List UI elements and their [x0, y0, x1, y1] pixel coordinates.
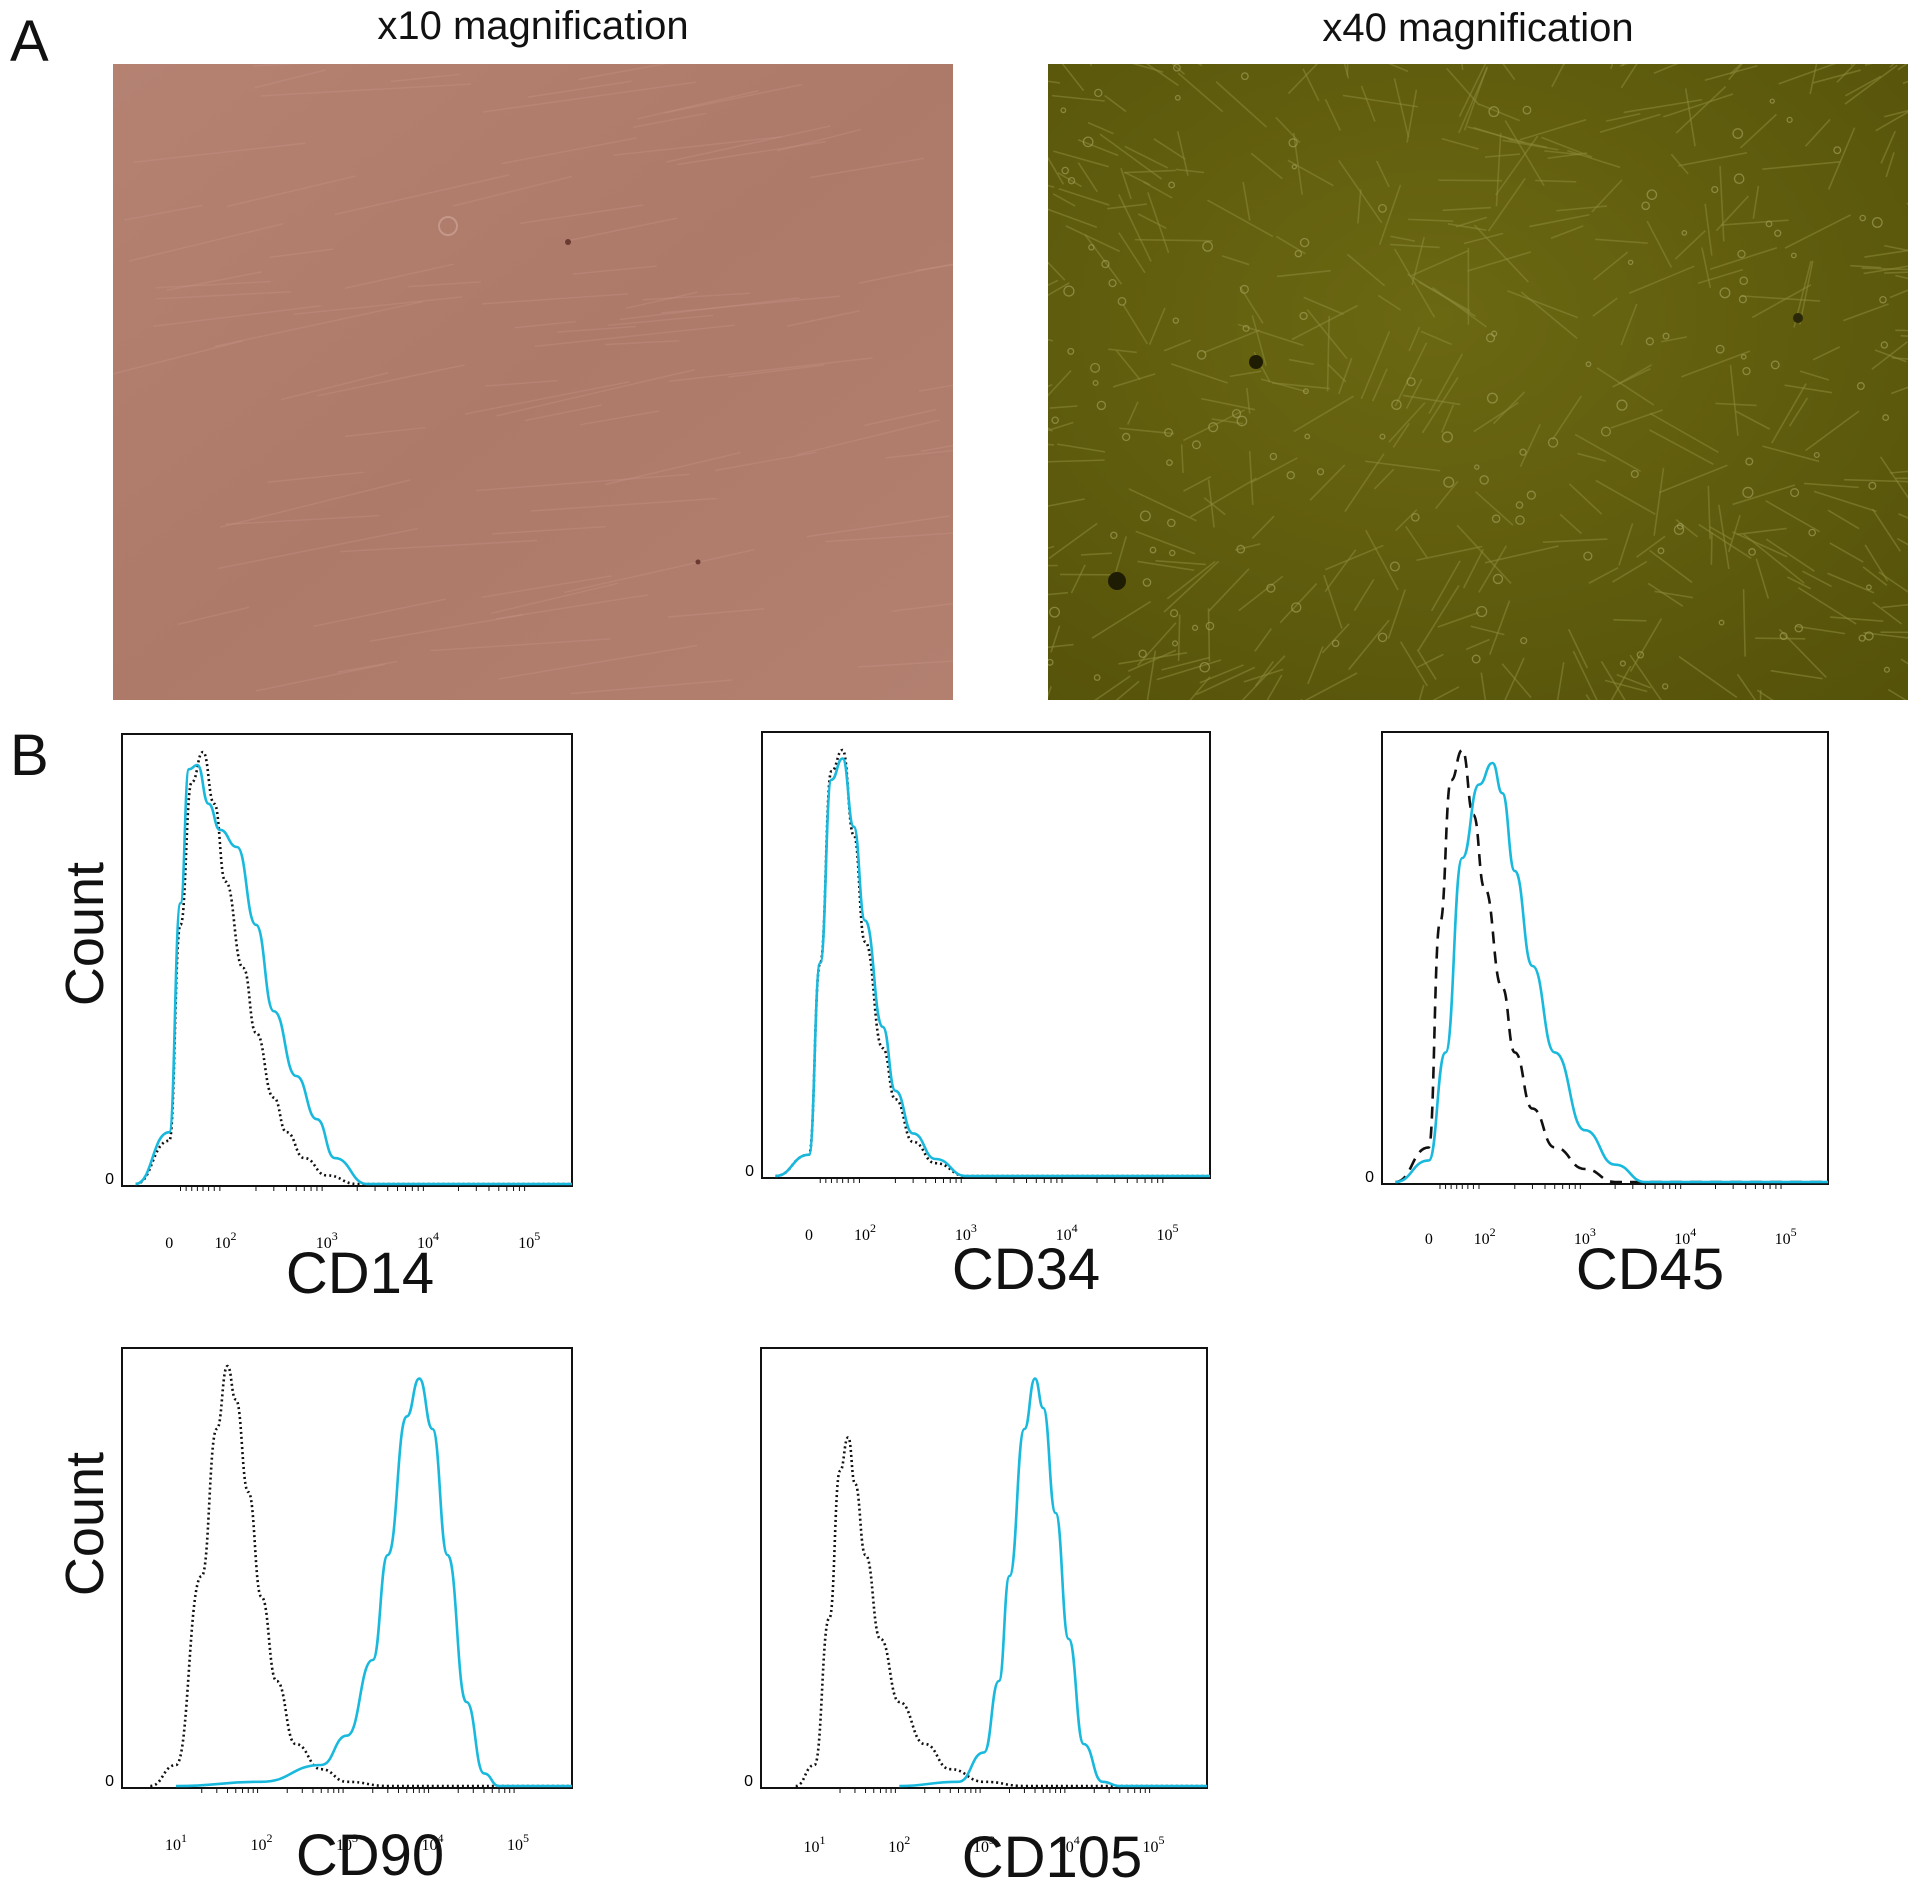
series-dashed-black-cd45 [1395, 750, 1828, 1182]
marker-label-cd105: CD105 [922, 1824, 1182, 1891]
series-solid-cyan-cd90 [176, 1379, 572, 1786]
panel-b-letter: B [10, 722, 49, 789]
micrograph-x40 [1048, 64, 1908, 700]
y-zero-label: 0 [105, 1773, 114, 1790]
image-title-x40: x40 magnification [1048, 6, 1908, 51]
plot-frame [122, 734, 572, 1186]
x-tick-label: 0 [165, 1235, 173, 1252]
x-tick-label: 102 [215, 1229, 237, 1252]
x-tick-label: 105 [507, 1831, 529, 1854]
x-tick-label: 105 [1775, 1225, 1797, 1248]
micrograph-x10-texture [113, 64, 953, 700]
series-dotted-black-cd34 [775, 750, 1210, 1176]
marker-label-cd34: CD34 [906, 1236, 1146, 1303]
x-tick-label: 102 [854, 1221, 876, 1244]
marker-label-cd14: CD14 [240, 1240, 480, 1307]
series-solid-cyan-cd14 [136, 765, 573, 1184]
micrograph-x10 [113, 64, 953, 700]
x-tick-label: 0 [1425, 1231, 1433, 1248]
x-tick-label: 105 [1156, 1221, 1178, 1244]
series-dotted-black-cd105 [796, 1437, 1207, 1786]
series-solid-cyan-cd45 [1395, 763, 1828, 1182]
image-title-x10: x10 magnification [113, 4, 953, 49]
plot-frame [1382, 732, 1828, 1184]
y-zero-label: 0 [105, 1171, 114, 1188]
x-tick-label: 0 [805, 1227, 813, 1244]
series-solid-cyan-cd105 [899, 1379, 1207, 1786]
x-tick-label: 101 [804, 1833, 826, 1856]
micrograph-x40-texture [1048, 64, 1908, 700]
plot-frame [122, 1348, 572, 1788]
series-solid-cyan-cd34 [775, 759, 1210, 1177]
plot-frame [761, 1348, 1207, 1788]
marker-label-cd45: CD45 [1530, 1236, 1770, 1303]
x-tick-label: 105 [518, 1229, 540, 1252]
x-tick-label: 102 [1474, 1225, 1496, 1248]
x-tick-label: 102 [888, 1833, 910, 1856]
y-zero-label: 0 [744, 1773, 753, 1790]
marker-label-cd90: CD90 [250, 1822, 490, 1889]
series-dotted-black-cd14 [136, 752, 573, 1184]
series-dotted-black-cd90 [150, 1366, 572, 1786]
x-tick-label: 101 [165, 1831, 187, 1854]
y-zero-label: 0 [745, 1163, 754, 1180]
y-zero-label: 0 [1365, 1169, 1374, 1186]
panel-a-letter: A [10, 8, 49, 75]
